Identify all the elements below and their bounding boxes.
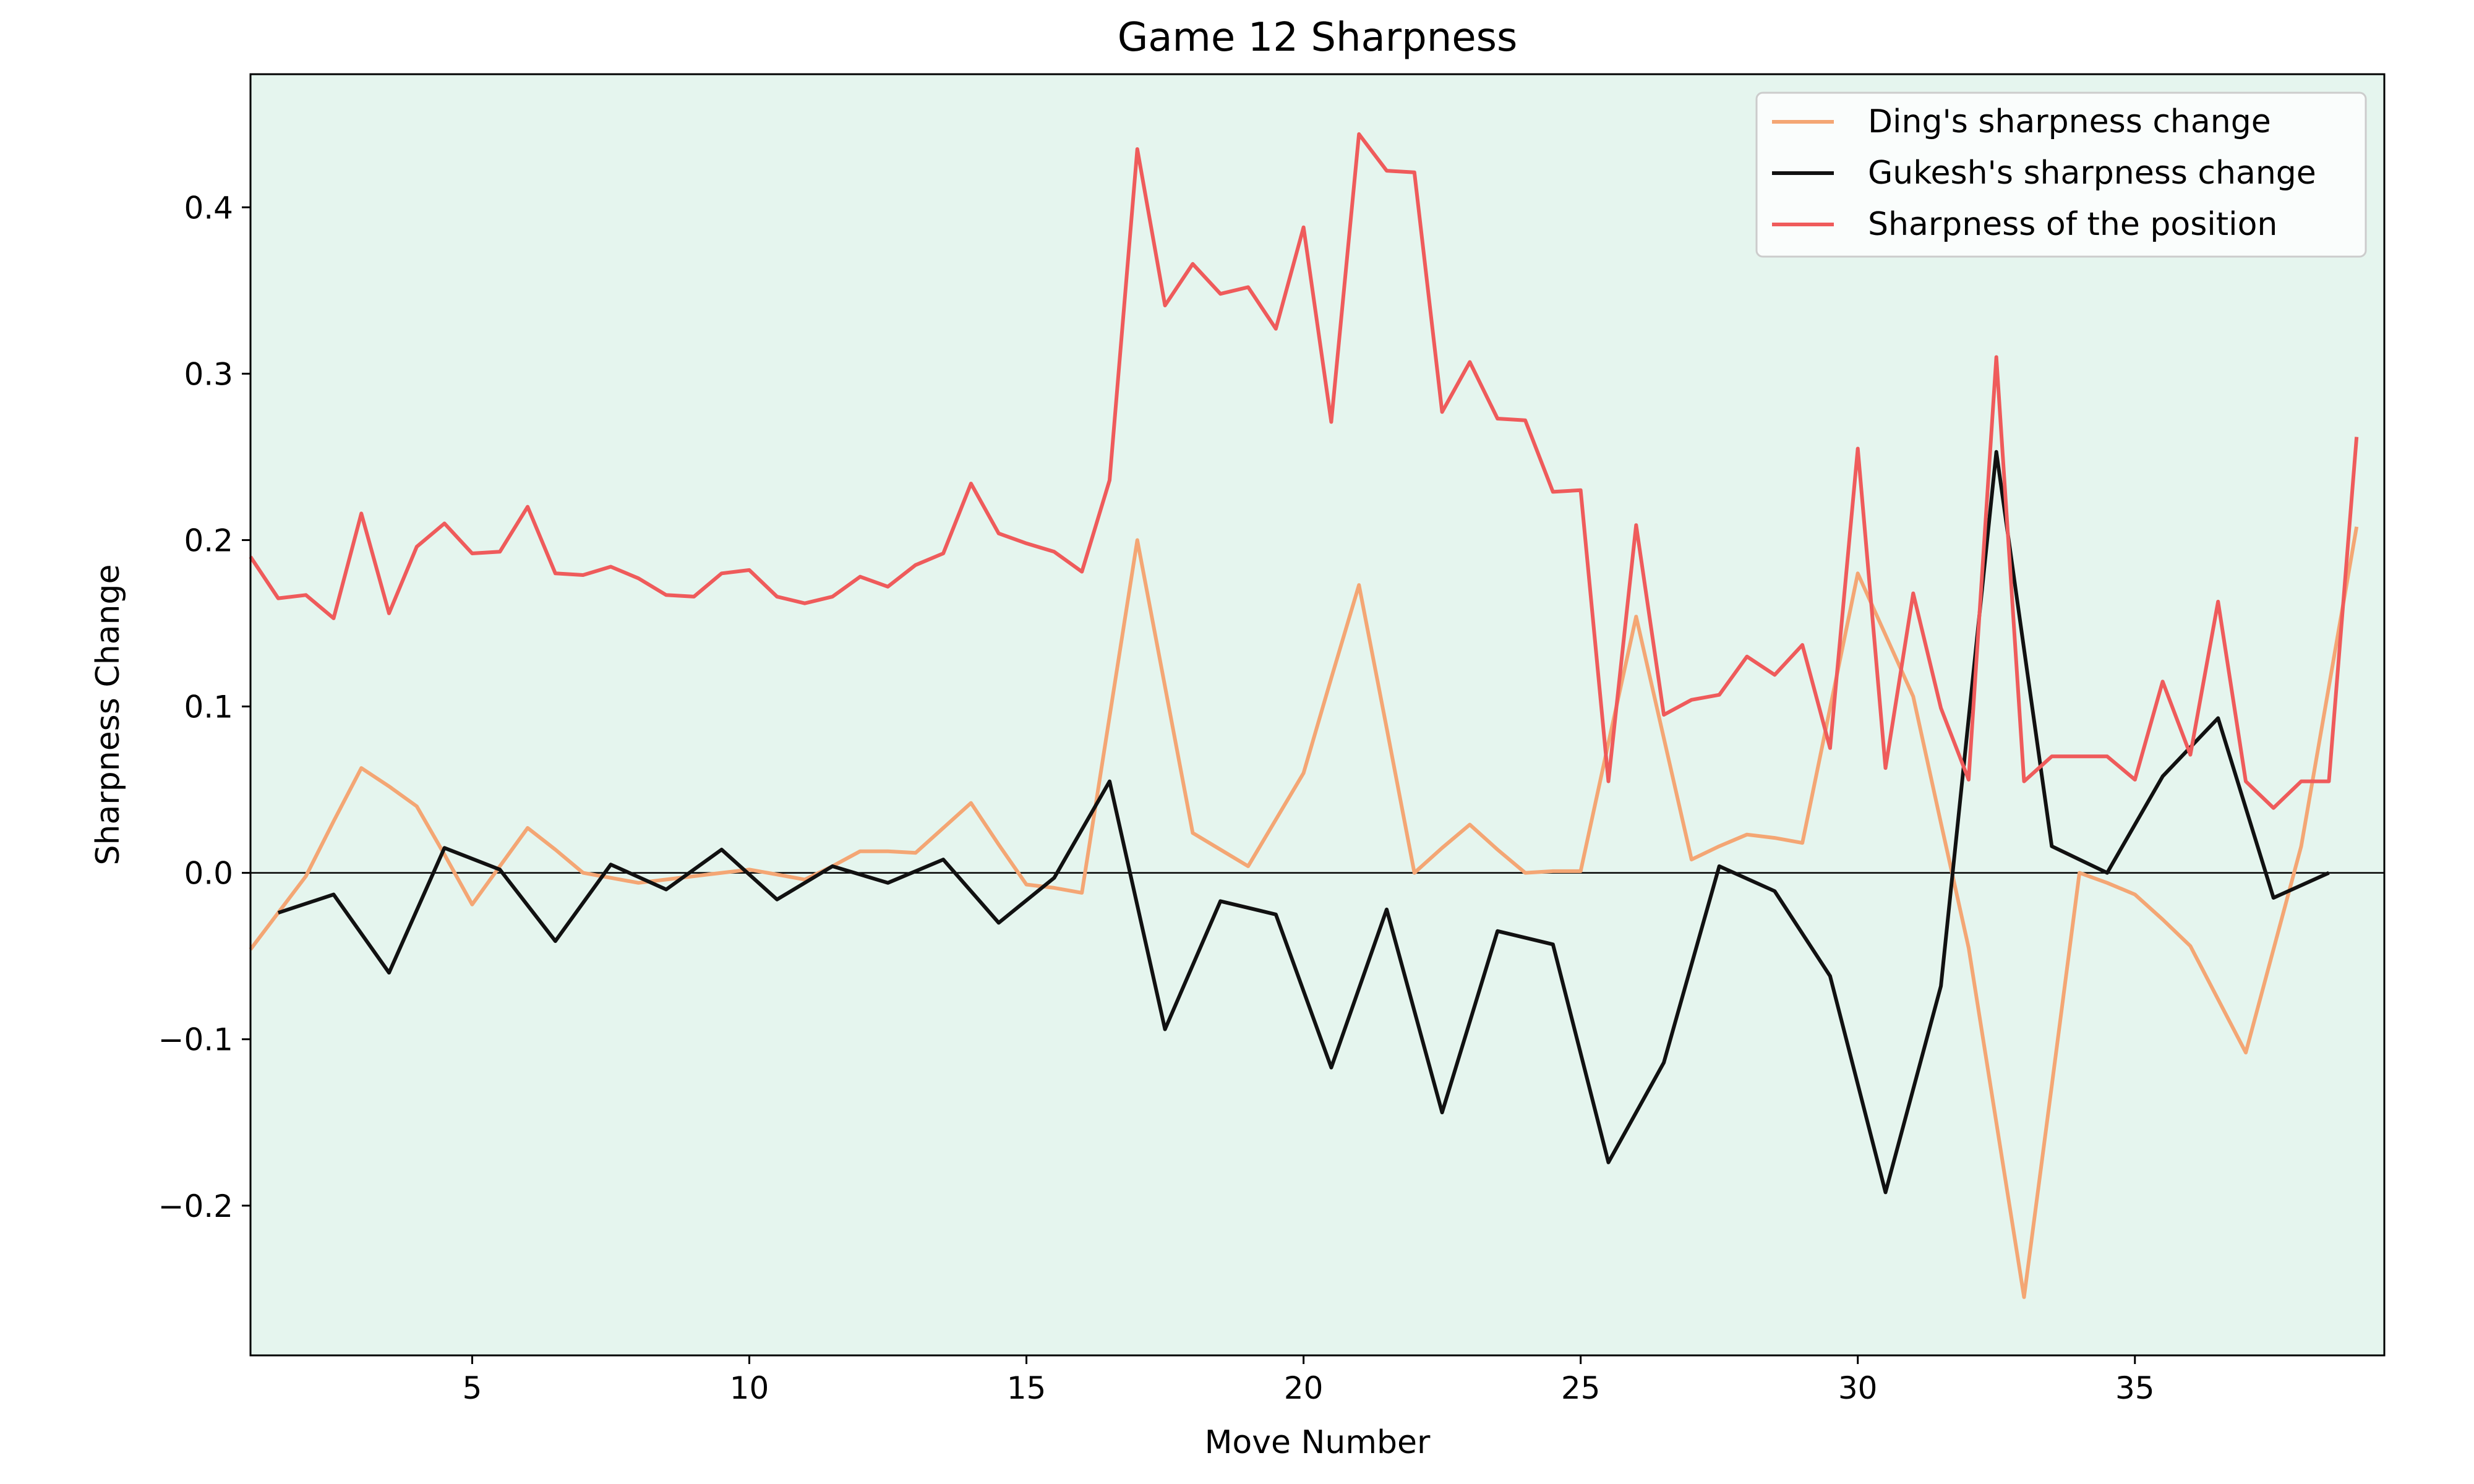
y-tick-label: 0.2: [184, 522, 233, 558]
legend-label-ding: Ding's sharpness change: [1868, 103, 2271, 140]
y-tick-label: 0.4: [184, 190, 233, 226]
x-tick-label: 15: [1007, 1370, 1047, 1406]
series-line-2: [249, 132, 2359, 810]
x-tick-label: 20: [1284, 1370, 1324, 1406]
ticks-layer: 5 10 15 20 25 30 35 −0.2 −0.1 0.0 0.1 0.2 0.3 0.4: [158, 190, 2155, 1406]
legend-box: [1755, 92, 2367, 258]
series-layer: [249, 132, 2359, 1299]
y-tick-label: 0.1: [184, 689, 233, 725]
x-tick-label: 30: [1838, 1370, 1878, 1406]
x-tick-label: 25: [1561, 1370, 1601, 1406]
y-axis-label: Sharpness Change: [90, 565, 127, 866]
legend-label-sharpness: Sharpness of the position: [1868, 206, 2277, 243]
x-tick-label: 10: [730, 1370, 769, 1406]
y-tick-label: 0.0: [184, 856, 233, 892]
legend-label-gukesh: Gukesh's sharpness change: [1868, 155, 2316, 192]
y-tick-label: −0.2: [158, 1188, 233, 1224]
x-axis-label: Move Number: [1205, 1424, 1431, 1461]
legend: Ding's sharpness change Gukesh's sharpne…: [1755, 92, 2367, 258]
plot-frame: [249, 73, 2386, 1357]
series-line-1: [277, 450, 2330, 1195]
x-tick-label: 35: [2115, 1370, 2155, 1406]
y-tick-label: −0.1: [158, 1022, 233, 1058]
chart-title: Game 12 Sharpness: [1118, 15, 1518, 61]
x-tick-label: 5: [463, 1370, 482, 1406]
y-tick-label: 0.3: [184, 356, 233, 392]
plot-area: [250, 74, 2384, 1355]
